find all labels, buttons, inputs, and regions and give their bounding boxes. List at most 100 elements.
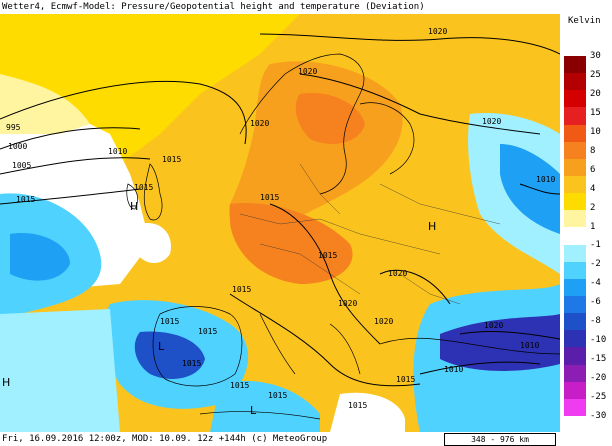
legend-swatch: [564, 330, 586, 348]
isobar-label: 1015: [162, 155, 181, 164]
legend-tick-label: -30: [590, 411, 607, 421]
legend-tick-label: -6: [590, 297, 601, 308]
legend-tick-label: -2: [590, 259, 601, 270]
low-pressure-marker: L: [158, 340, 165, 353]
anomaly-neutral-mediterranean: [330, 392, 405, 432]
legend-tick-label: 6: [590, 164, 596, 175]
legend-swatch: [564, 193, 586, 211]
isobar-label: 1015: [230, 381, 249, 390]
isobar-label: 1015: [134, 183, 153, 192]
isobar-label: 995: [6, 123, 21, 132]
legend-tick-label: 4: [590, 183, 596, 194]
low-pressure-marker: L: [250, 404, 257, 417]
legend-tick-label: 25: [590, 69, 601, 80]
isobar-label: 1020: [428, 27, 447, 36]
legend-tick-label: -20: [590, 373, 607, 384]
legend-swatch: [564, 244, 586, 263]
anomaly-cool-southwest: [0, 309, 120, 432]
legend-swatch: [564, 313, 586, 331]
legend-swatch: [564, 210, 586, 228]
legend-swatch: [564, 176, 586, 194]
anomaly-cold-russia-core: [500, 144, 560, 234]
legend-swatch: [564, 278, 586, 297]
high-pressure-marker: H: [2, 376, 10, 389]
model-run-info: Fri, 16.09.2016 12:00z, MOD: 10.09. 12z …: [2, 434, 328, 444]
isobar-label: 1020: [298, 67, 317, 76]
anomaly-cold-core-east: [440, 314, 560, 371]
map-canvas[interactable]: 1020 1020 1020 1020 995 1000 1005 1010 1…: [0, 14, 560, 432]
anomaly-slight-warm: [0, 74, 90, 134]
isobar-label: 1020: [388, 269, 407, 278]
isobar-label: 1005: [12, 161, 31, 170]
anomaly-warm-scandinavia: [229, 61, 403, 237]
legend-tick-label: -10: [590, 335, 607, 346]
isobar-label: 1015: [160, 317, 179, 326]
anomaly-cold-core: [10, 233, 70, 281]
high-pressure-marker: H: [130, 200, 138, 213]
isobars: [0, 33, 560, 387]
legend-swatch: [564, 347, 586, 366]
legend-swatch: [564, 90, 586, 108]
isobar-label: 1010: [108, 147, 127, 156]
legend-tick-label: 10: [590, 126, 601, 137]
map-scale: 348 - 976 km: [444, 433, 556, 446]
legend-swatch: [564, 124, 586, 143]
color-legend: Kelvin 30 25 20 15 10 8 6 4 2 1 -1 -2 -4 -6 -8 -10 -15 -2…: [560, 14, 612, 432]
map-title: Wetter4, Ecmwf-Model: Pressure/Geopotent…: [0, 0, 562, 14]
isobar-label: 1015: [198, 327, 217, 336]
isobar-label: 1010: [520, 341, 539, 350]
legend-tick-label: 8: [590, 145, 596, 156]
legend-tick-label: 1: [590, 221, 596, 232]
legend-swatch: [564, 56, 586, 74]
isobar-label: 1020: [374, 317, 393, 326]
country-borders: [239, 163, 501, 305]
anomaly-cold-iberia-core: [134, 331, 205, 379]
legend-tick-label: 30: [590, 51, 601, 61]
anomaly-warm-central-europe: [230, 203, 353, 284]
legend-tick-label: 15: [590, 107, 601, 118]
isobar-label: 1010: [444, 365, 463, 374]
legend-colorbar: [564, 56, 586, 417]
legend-tick-label: -4: [590, 278, 601, 289]
isobar-label: 1015: [232, 285, 251, 294]
legend-tick-label: -25: [590, 392, 607, 403]
pressure-centers: H H H L L: [2, 200, 436, 417]
legend-swatch: [564, 261, 586, 280]
legend-tick-label: -15: [590, 354, 607, 365]
isobar-label: 1015: [318, 251, 337, 260]
legend-swatch: [564, 381, 586, 400]
legend-swatch: [564, 158, 586, 177]
legend-swatch: [564, 398, 586, 417]
isobar-label: 1015: [348, 401, 367, 410]
legend-tick-label: -8: [590, 316, 601, 327]
legend-swatch: [564, 141, 586, 160]
isobar-label: 1015: [268, 391, 287, 400]
isobar-label: 1015: [16, 195, 35, 204]
anomaly-cold-north-africa: [210, 380, 320, 432]
coastlines: [126, 53, 560, 420]
isobar-label: 1010: [536, 175, 555, 184]
legend-tick-label: 2: [590, 202, 596, 213]
high-pressure-marker: H: [428, 220, 436, 233]
isobar-labels: 1020 1020 1020 1020 995 1000 1005 1010 1…: [6, 27, 555, 410]
isobar-label: 1000: [8, 142, 27, 151]
legend-swatch: [564, 364, 586, 383]
isobar-label: 1020: [338, 299, 357, 308]
anomaly-warm-scandinavia-core: [295, 93, 365, 144]
isobar-label: 1015: [396, 375, 415, 384]
isobar-label: 1020: [482, 117, 501, 126]
isobar-label: 1020: [250, 119, 269, 128]
temperature-deviation-map: 1020 1020 1020 1020 995 1000 1005 1010 1…: [0, 14, 560, 432]
legend-tick-label: -1: [590, 240, 601, 251]
anomaly-neutral-biscay: [135, 223, 171, 264]
legend-swatch: [564, 296, 586, 314]
legend-unit: Kelvin: [568, 16, 601, 26]
isobar-label: 1020: [484, 321, 503, 330]
isobar-label: 1015: [260, 193, 279, 202]
legend-swatch: [564, 73, 586, 91]
legend-swatch: [564, 107, 586, 126]
isobar-label: 1015: [182, 359, 201, 368]
legend-tick-label: 20: [590, 88, 601, 99]
status-footer: Fri, 16.09.2016 12:00z, MOD: 10.09. 12z …: [0, 432, 612, 446]
